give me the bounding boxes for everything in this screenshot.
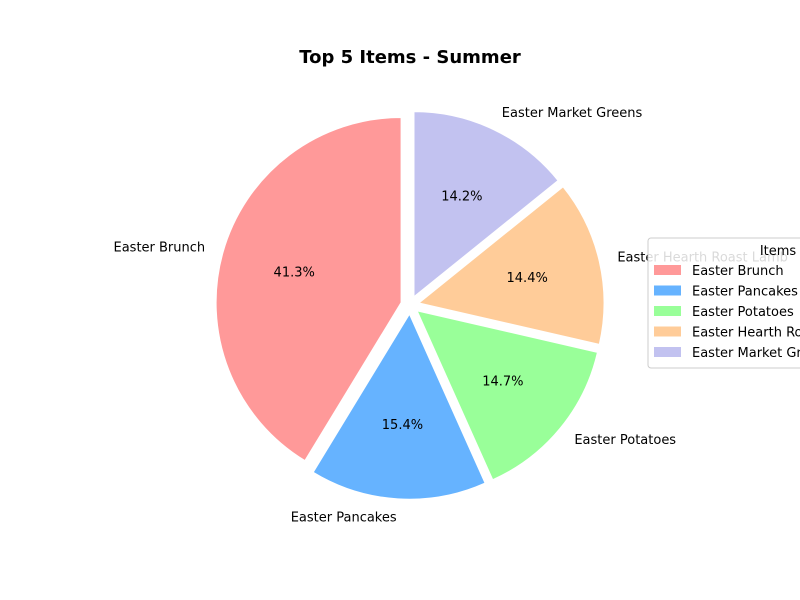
legend-label-easter-market-greens: Easter Market Greens <box>692 346 800 361</box>
pie-slice-easter-market-greens <box>413 111 559 298</box>
legend-label-easter-hearth-roast-lamb: Easter Hearth Roast Lamb <box>692 326 800 341</box>
percent-label-easter-potatoes: 14.7% <box>482 374 523 389</box>
legend-box <box>647 237 800 369</box>
legend: Items Easter Brunch Easter Pancakes Easter … <box>647 237 800 369</box>
legend-swatch-easter-brunch <box>654 265 681 275</box>
legend-label-easter-pancakes: Easter Pancakes <box>692 285 798 300</box>
slice-label-easter-pancakes: Easter Pancakes <box>291 510 397 525</box>
pie-slice-easter-potatoes <box>416 310 599 481</box>
percent-label-easter-hearth-roast-lamb: 14.4% <box>507 271 548 286</box>
legend-swatch-easter-potatoes <box>654 306 681 316</box>
pie-slices <box>215 111 605 500</box>
percent-label-easter-brunch: 41.3% <box>274 266 315 281</box>
legend-swatch-easter-pancakes <box>654 285 681 296</box>
percent-labels: 41.3% 15.4% 14.7% 14.4% 14.2% <box>274 190 548 433</box>
legend-title: Items <box>760 244 797 259</box>
slice-label-easter-market-greens: Easter Market Greens <box>502 106 643 121</box>
percent-label-easter-market-greens: 14.2% <box>441 190 482 205</box>
slice-label-easter-potatoes: Easter Potatoes <box>574 433 676 448</box>
slice-label-easter-brunch: Easter Brunch <box>113 241 205 256</box>
legend-swatch-easter-market-greens <box>654 347 681 357</box>
chart-title: Top 5 Items - Summer <box>299 47 521 68</box>
percent-label-easter-pancakes: 15.4% <box>382 418 423 433</box>
legend-label-easter-potatoes: Easter Potatoes <box>692 305 794 320</box>
pie-slice-easter-brunch <box>215 117 402 462</box>
pie-slice-easter-hearth-roast-lamb <box>417 186 605 346</box>
legend-label-easter-brunch: Easter Brunch <box>692 264 784 279</box>
legend-swatch-easter-hearth-roast-lamb <box>654 326 681 337</box>
pie-slice-easter-pancakes <box>312 313 486 500</box>
